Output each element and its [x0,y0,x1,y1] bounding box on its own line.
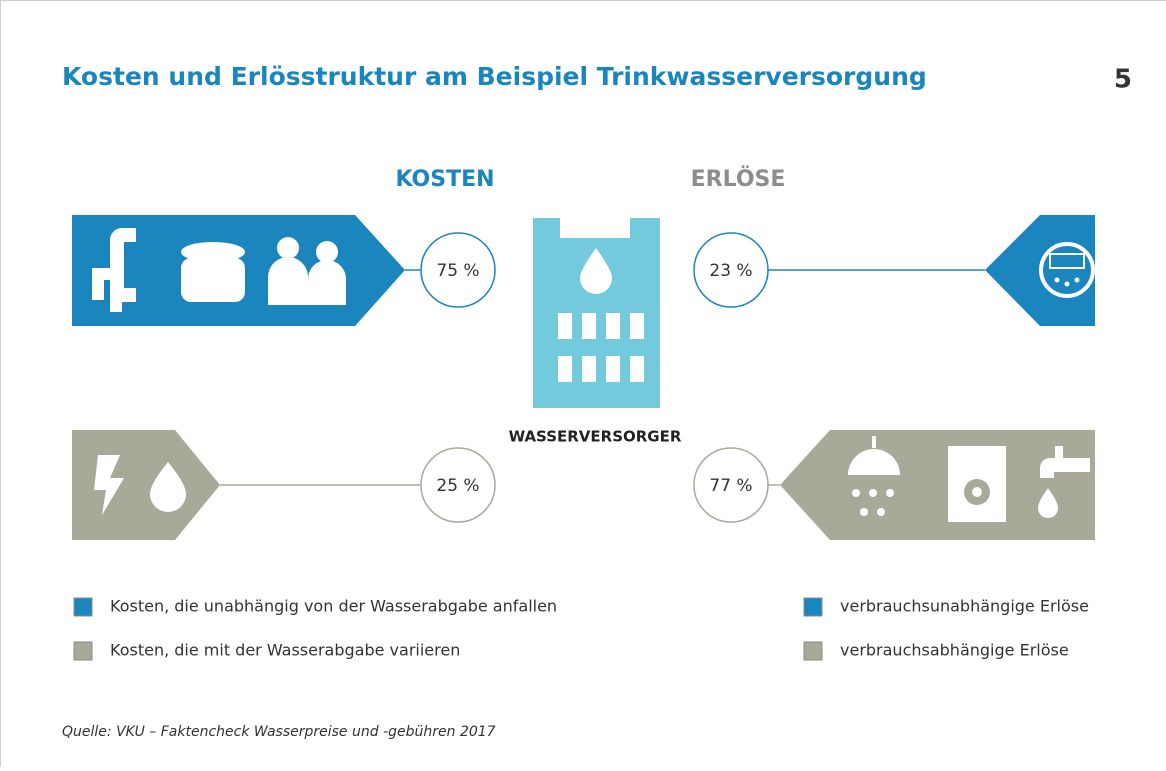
share-label: 75 % [436,261,479,281]
costs-heading: KOSTEN [395,167,494,192]
legend-swatch [804,598,822,616]
legend-swatch [804,642,822,660]
share-label: 77 % [709,476,752,496]
building-icon [533,218,660,408]
legend-swatch [74,598,92,616]
title: Kosten und Erlösstruktur am Beispiel Tri… [62,62,927,91]
share-label: 23 % [709,261,752,281]
source: Quelle: VKU – Faktencheck Wasserpreise u… [62,724,496,740]
legend-swatch [74,642,92,660]
center-label: WASSERVERSORGER [509,428,682,446]
legend-label: verbrauchsunabhängige Erlöse [840,597,1089,616]
revenues-heading: ERLÖSE [691,166,786,192]
legend-label: verbrauchsabhängige Erlöse [840,641,1069,660]
share-label: 25 % [436,476,479,496]
page-number: 5 [1114,65,1132,95]
variable-revenues-banner [780,430,1095,540]
legend-label: Kosten, die unabhängig von der Wasserabg… [110,597,557,616]
legend-label: Kosten, die mit der Wasserabgabe variier… [110,641,460,660]
